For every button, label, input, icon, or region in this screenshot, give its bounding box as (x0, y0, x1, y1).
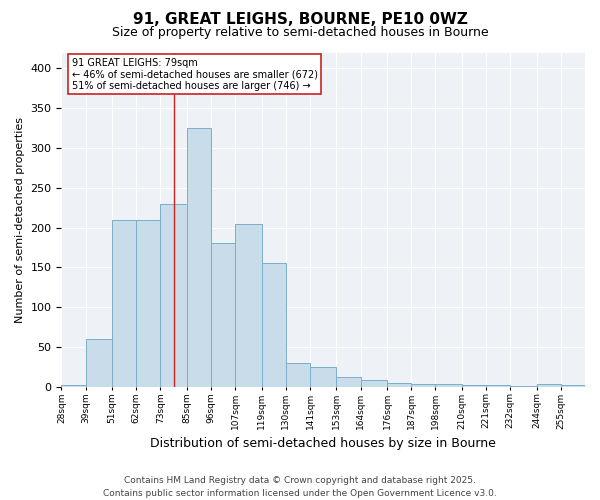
Y-axis label: Number of semi-detached properties: Number of semi-detached properties (15, 116, 25, 322)
Bar (262, 264, 286, 386)
Bar (436, 384, 462, 386)
Bar (61, 385, 86, 386)
Bar (462, 385, 486, 386)
Bar (112, 220, 136, 386)
Bar (187, 128, 211, 386)
Bar (86, 339, 112, 386)
Bar (387, 383, 411, 386)
Bar (211, 244, 235, 386)
Bar (361, 380, 387, 386)
Bar (337, 377, 361, 386)
Bar (286, 363, 310, 386)
Bar (160, 204, 187, 386)
Bar (561, 385, 585, 386)
Bar (235, 224, 262, 386)
Bar (536, 384, 561, 386)
Bar (486, 385, 510, 386)
X-axis label: Distribution of semi-detached houses by size in Bourne: Distribution of semi-detached houses by … (150, 437, 496, 450)
Text: Contains HM Land Registry data © Crown copyright and database right 2025.
Contai: Contains HM Land Registry data © Crown c… (103, 476, 497, 498)
Text: 91 GREAT LEIGHS: 79sqm
← 46% of semi-detached houses are smaller (672)
51% of se: 91 GREAT LEIGHS: 79sqm ← 46% of semi-det… (72, 58, 318, 90)
Bar (411, 384, 436, 386)
Text: Size of property relative to semi-detached houses in Bourne: Size of property relative to semi-detach… (112, 26, 488, 39)
Bar (136, 220, 160, 386)
Text: 91, GREAT LEIGHS, BOURNE, PE10 0WZ: 91, GREAT LEIGHS, BOURNE, PE10 0WZ (133, 12, 467, 28)
Bar (310, 367, 337, 386)
